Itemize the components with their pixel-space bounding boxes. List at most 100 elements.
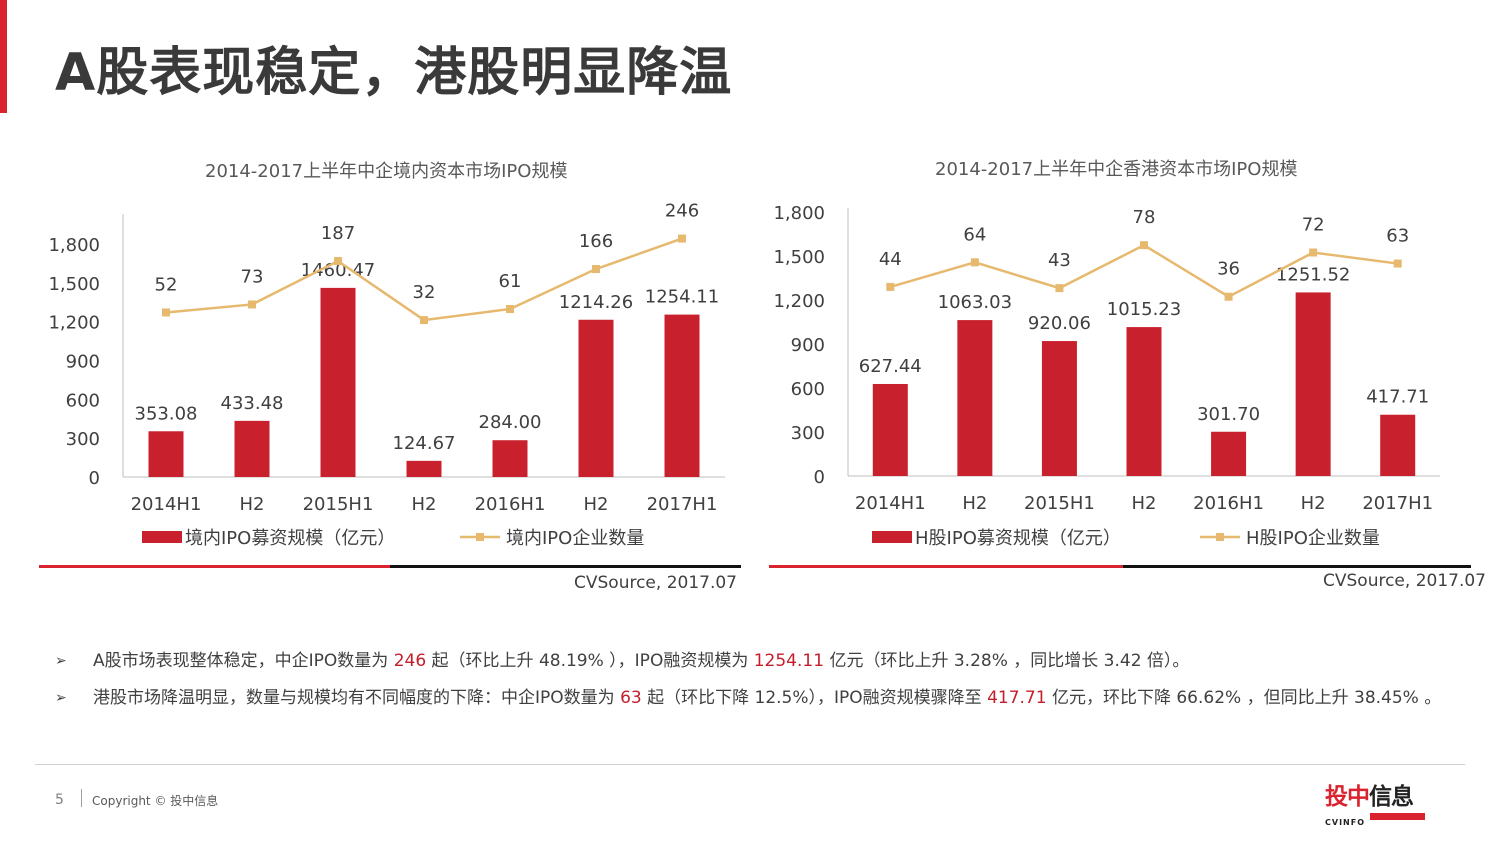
bar-value-label: 627.44: [859, 356, 922, 377]
line-point: [1393, 259, 1402, 268]
bar: [492, 440, 528, 477]
logo-text-dark: 信息: [1369, 784, 1414, 810]
line-value-label: 44: [879, 249, 902, 270]
legend-swatch-bar: [142, 531, 182, 543]
line-point: [678, 234, 686, 243]
line-point: [1224, 292, 1233, 301]
y-tick-label: 1,800: [48, 235, 100, 256]
line-point: [420, 316, 428, 325]
line-point: [1140, 241, 1148, 250]
bar: [320, 287, 356, 477]
bar-value-label: 1214.26: [559, 292, 633, 313]
line-point: [592, 265, 600, 274]
bullet-hk-share: ➢ 港股市场降温明显，数量与规模均有不同幅度的下降：中企IPO数量为 63 起（…: [55, 685, 1445, 712]
line-value-label: 64: [963, 224, 986, 245]
bullet-text-segment: 港股市场降温明显，数量与规模均有不同幅度的下降：中企IPO数量为: [93, 688, 621, 708]
bar-value-label: 920.06: [1028, 313, 1091, 334]
x-tick-label: H2: [1132, 493, 1157, 514]
line-value-label: 32: [413, 282, 436, 303]
bar: [148, 431, 184, 477]
legend-label-line: 境内IPO企业数量: [506, 528, 644, 549]
bullet-text-segment: 亿元（环比上升 3.28% ，同比增长 3.42 倍）。: [824, 651, 1190, 671]
line-value-label: 43: [1048, 250, 1071, 271]
bullet-arrow-icon: ➢: [55, 653, 67, 669]
bullet-text: A股市场表现整体稳定，中企IPO数量为 246 起（环比上升 48.19% ），…: [93, 648, 1445, 675]
line-value-label: 52: [155, 274, 178, 295]
x-tick-label: 2017H1: [1362, 493, 1433, 514]
bar: [406, 460, 442, 477]
bar: [234, 420, 270, 477]
bar: [1211, 431, 1247, 476]
highlight-value: 246: [393, 651, 427, 671]
bullet-text-segment: A股市场表现整体稳定，中企IPO数量为: [93, 651, 394, 671]
y-tick-label: 1,500: [48, 274, 100, 295]
bar: [1295, 292, 1331, 476]
summary-bullets: ➢ A股市场表现整体稳定，中企IPO数量为 246 起（环比上升 48.19% …: [55, 648, 1445, 722]
logo-text-red: 投中: [1325, 784, 1370, 810]
bullet-a-share: ➢ A股市场表现整体稳定，中企IPO数量为 246 起（环比上升 48.19% …: [55, 648, 1445, 675]
highlight-value: 63: [620, 688, 642, 708]
bar: [957, 320, 993, 476]
highlight-value: 417.71: [987, 688, 1047, 708]
x-tick-label: H2: [412, 494, 437, 515]
legend-swatch-bar: [872, 531, 912, 543]
cvinfo-logo: 投中信息 CVINFO: [1325, 784, 1425, 827]
bar-value-label: 1254.11: [645, 287, 719, 308]
chart-title-hongkong: 2014-2017上半年中企香港资本市场IPO规模: [935, 159, 1298, 180]
chart-title-domestic: 2014-2017上半年中企境内资本市场IPO规模: [205, 161, 568, 182]
x-tick-label: 2015H1: [1024, 493, 1095, 514]
line-point: [886, 282, 895, 291]
y-tick-label: 300: [791, 423, 825, 444]
bar: [1126, 327, 1162, 476]
bar: [872, 383, 908, 476]
footer-separator: [81, 789, 82, 807]
line-value-label: 63: [1386, 226, 1409, 247]
y-tick-label: 900: [66, 351, 100, 372]
legend-swatch-marker: [476, 533, 484, 541]
x-tick-label: 2015H1: [303, 494, 374, 515]
bar-value-label: 1015.23: [1107, 299, 1181, 320]
footer-divider: [35, 764, 1465, 765]
logo-stripe: [1370, 813, 1425, 820]
highlight-value: 1254.11: [753, 651, 825, 671]
source-hongkong: CVSource, 2017.07: [1323, 571, 1486, 591]
y-tick-label: 1,200: [773, 291, 825, 312]
line-value-label: 72: [1302, 215, 1325, 236]
x-tick-label: 2014H1: [131, 494, 202, 515]
bar-value-label: 1063.03: [938, 292, 1012, 313]
bar-value-label: 417.71: [1366, 387, 1429, 408]
underline-red: [769, 565, 1123, 568]
y-tick-label: 1,200: [48, 313, 100, 334]
bullet-text-segment: 亿元，环比下降 66.62% ，但同比上升 38.45% 。: [1046, 688, 1442, 708]
line-value-label: 36: [1217, 259, 1240, 280]
bar-value-label: 433.48: [221, 393, 284, 414]
y-tick-label: 600: [791, 379, 825, 400]
y-tick-label: 600: [66, 390, 100, 411]
underline-red: [39, 565, 390, 568]
page-title: A股表现稳定，港股明显降温: [55, 43, 733, 103]
x-tick-label: H2: [240, 494, 265, 515]
x-tick-label: 2014H1: [855, 493, 926, 514]
bar: [1041, 341, 1077, 476]
line-point: [162, 308, 170, 317]
underline-black: [390, 565, 741, 568]
x-tick-label: 2016H1: [475, 494, 546, 515]
line-value-label: 187: [321, 223, 355, 244]
line-point: [1309, 248, 1318, 257]
line-value-label: 78: [1133, 207, 1156, 228]
bullet-arrow-icon: ➢: [55, 690, 67, 706]
title-accent-bar: [0, 0, 7, 113]
line-value-label: 246: [665, 201, 699, 222]
y-tick-label: 300: [66, 429, 100, 450]
x-tick-label: 2016H1: [1193, 493, 1264, 514]
copyright: Copyright © 投中信息: [92, 794, 219, 808]
x-tick-label: H2: [584, 494, 609, 515]
bar: [578, 319, 614, 477]
bar-value-label: 124.67: [393, 433, 456, 454]
x-tick-label: H2: [1301, 493, 1326, 514]
bar: [664, 314, 700, 477]
bar-value-label: 284.00: [479, 412, 542, 433]
line-point: [506, 305, 514, 314]
chart-hongkong-ipo: 0 300 600 900 1,200 1,500 1,800 627.44 2014H1 106…: [769, 203, 1471, 568]
legend-label-bar: H股IPO募资规模（亿元）: [915, 528, 1121, 549]
